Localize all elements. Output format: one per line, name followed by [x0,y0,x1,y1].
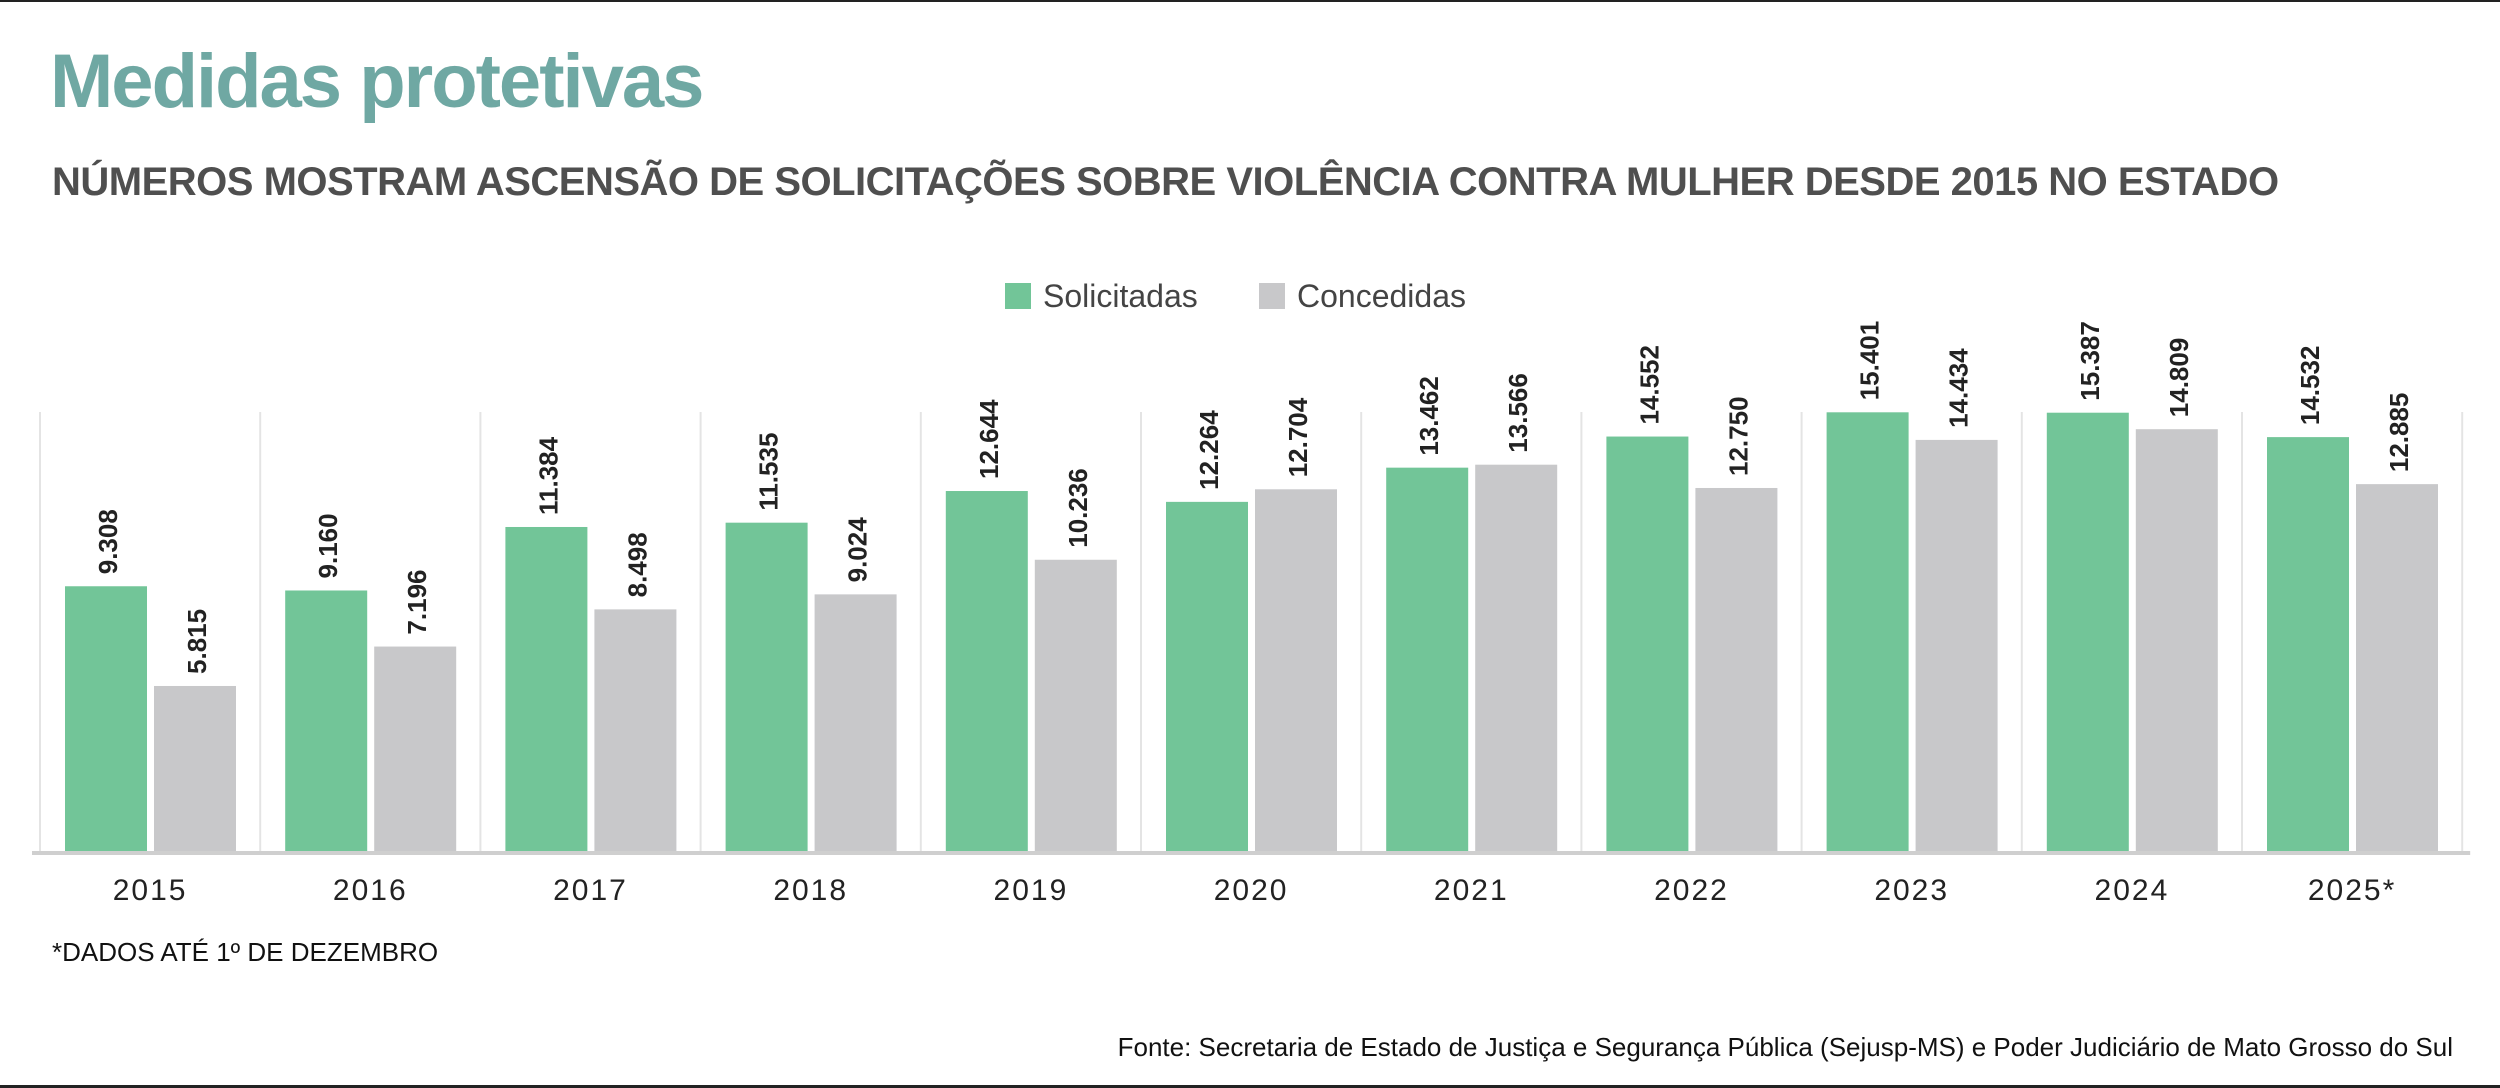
value-label: 12.885 [2384,393,2414,473]
bar-solicitadas-2024 [2046,412,2129,852]
x-tick-label: 2015 [113,874,188,907]
value-label: 7.196 [402,569,432,634]
bar-solicitadas-2016 [285,590,368,852]
source-note: Fonte: Secretaria de Estado de Justiça e… [1117,1032,2453,1062]
value-label: 12.750 [1723,396,1753,476]
value-label: 11.384 [533,436,563,515]
value-label: 9.160 [313,513,343,578]
x-tick-label: 2020 [1214,874,1289,907]
year-separators [39,412,2464,852]
bar-solicitadas-2025 [2267,437,2349,852]
legend-item-solicitadas: Solicitadas [1005,278,1198,314]
bar-solicitadas-2020 [1166,501,1248,852]
x-tick-label: 2016 [333,874,408,907]
bar-concedidas-2017 [594,609,677,852]
footnote: *DADOS ATÉ 1º DE DEZEMBRO [52,937,439,967]
bar-solicitadas-2022 [1606,436,1689,852]
x-tick-label: 2019 [994,874,1069,907]
value-label: 13.566 [1503,373,1533,453]
bar-concedidas-2020 [1255,489,1337,852]
bar-concedidas-2016 [374,646,457,852]
x-tick-label: 2017 [553,874,628,907]
x-tick-label: 2018 [773,874,848,907]
bar-concedidas-2019 [1034,559,1117,852]
value-label: 8.498 [622,532,652,597]
x-tick-label: 2022 [1654,874,1729,907]
x-axis-labels: 2015 2016 2017 2018 2019 2020 2021 2022 2023 2024… [113,874,2396,907]
bar-solicitadas-2015 [65,586,147,852]
value-labels-group: 9.308 5.815 9.160 7.196 11.384 8.498 11.535 9.0… [93,321,2414,674]
chart-legend: Solicitadas Concedidas [1005,278,1466,314]
value-label: 14.434 [1944,348,1974,428]
value-label: 5.815 [182,609,212,674]
bar-concedidas-2015 [154,685,236,852]
bar-concedidas-2022 [1695,487,1778,852]
bar-concedidas-2021 [1475,464,1558,852]
value-label: 10.236 [1063,468,1093,548]
value-label: 14.809 [2164,338,2194,418]
x-tick-label: 2025* [2308,874,2396,907]
value-label: 14.532 [2295,346,2325,426]
value-label: 15.387 [2075,321,2105,401]
bars-group [65,412,2438,852]
bar-concedidas-2025 [2356,484,2438,852]
legend-swatch [1005,283,1031,309]
x-tick-label: 2024 [2095,874,2170,907]
x-tick-label: 2023 [1874,874,1949,907]
value-label: 15.401 [1855,321,1885,401]
value-label: 13.462 [1414,376,1444,456]
bottom-rule [0,1085,2500,1088]
value-label: 14.552 [1634,345,1664,425]
value-label: 12.264 [1194,410,1224,490]
bar-concedidas-2018 [814,594,897,852]
value-label: 9.024 [843,517,873,583]
legend-label: Concedidas [1297,278,1466,314]
value-label: 9.308 [93,509,123,574]
page-title: Medidas protetivas [50,39,704,124]
legend-swatch [1259,283,1285,309]
bar-solicitadas-2018 [725,522,808,852]
bar-solicitadas-2019 [945,491,1028,852]
bar-solicitadas-2017 [505,526,588,852]
bar-solicitadas-2021 [1386,467,1469,852]
bar-solicitadas-2023 [1826,412,1909,852]
bar-concedidas-2023 [1915,439,1998,852]
x-tick-label: 2021 [1434,874,1509,907]
top-rule [0,0,2500,2]
value-label: 12.644 [974,399,1004,479]
legend-item-concedidas: Concedidas [1259,278,1466,314]
bar-concedidas-2024 [2135,429,2218,852]
legend-label: Solicitadas [1043,278,1198,314]
page-subtitle: NÚMEROS MOSTRAM ASCENSÃO DE SOLICITAÇÕES… [52,160,2279,204]
value-label: 12.704 [1283,397,1313,477]
value-label: 11.535 [754,433,784,511]
